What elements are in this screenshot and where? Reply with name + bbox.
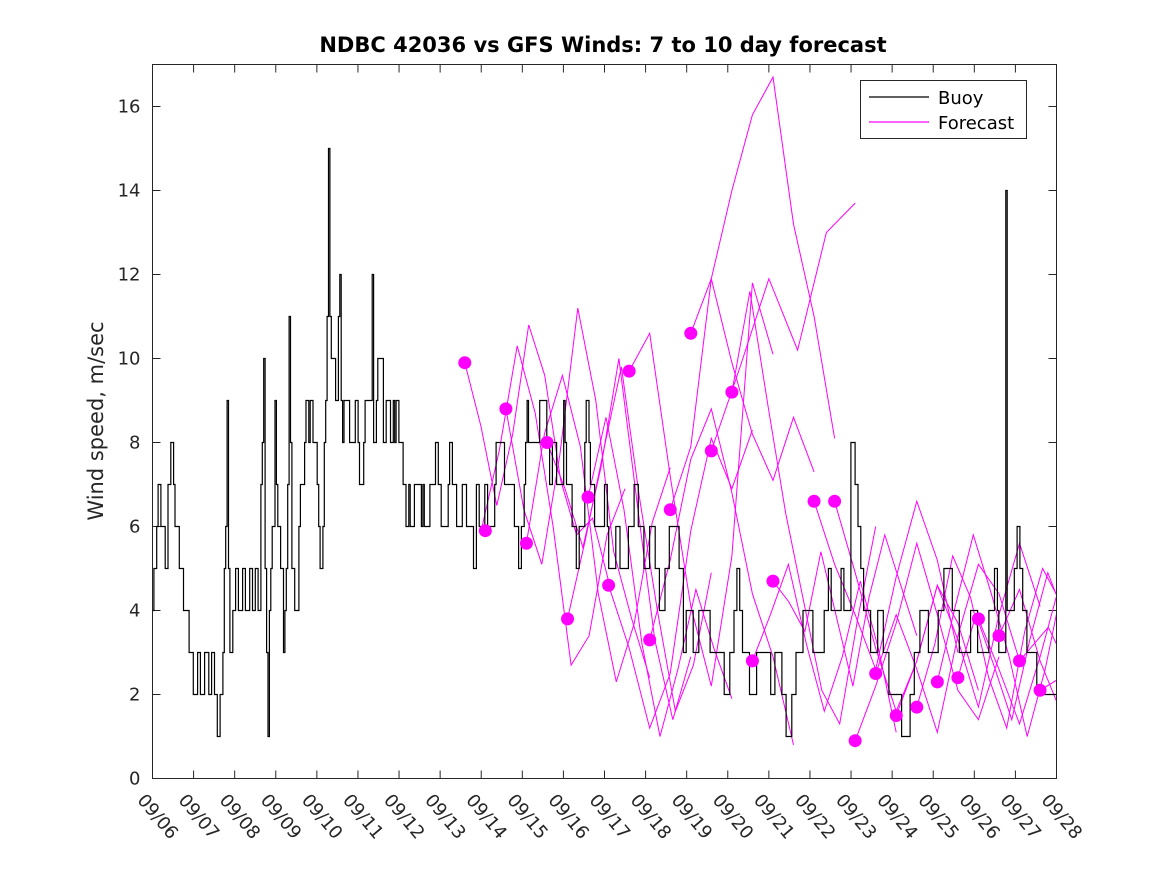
forecast-marker [643,633,657,647]
x-tick-label: 09/13 [420,790,469,843]
buoy-series-line [152,147,1057,738]
forecast-run-line [628,282,774,687]
forecast-marker [478,524,492,538]
x-tick-label: 09/21 [749,790,798,843]
forecast-run-line [936,533,1057,737]
forecast-run-line [1039,679,1057,691]
forecast-marker [930,675,944,689]
forecast-run-line [669,278,815,510]
x-tick-label: 09/16 [544,790,593,843]
x-tick-label: 09/09 [256,790,305,843]
forecast-run-line [977,594,1057,726]
y-tick-label: 6 [129,517,140,538]
y-tick-label: 4 [129,601,140,622]
x-tick-label: 09/19 [667,790,716,843]
legend-box [860,80,1027,139]
forecast-marker [499,402,513,416]
y-tick-label: 8 [129,433,140,454]
forecast-marker [704,444,718,458]
forecast-run-line [567,366,712,714]
y-tick-label: 10 [118,349,141,370]
forecast-marker [766,574,780,588]
legend-buoy-label: Buoy [938,88,984,109]
x-tick-label: 09/22 [790,790,839,843]
forecast-run-line [649,407,794,746]
forecast-marker [828,494,842,508]
forecast-marker [1013,654,1027,668]
forecast-marker [1033,683,1047,697]
forecast-marker [869,667,883,680]
forecast-marker [519,536,533,550]
x-tick-label: 09/10 [297,790,346,843]
chart-title: NDBC 42036 vs GFS Winds: 7 to 10 day for… [319,33,886,57]
forecast-run-line [505,308,651,678]
forecast-run-line [587,417,733,737]
plot-area [152,64,1057,779]
x-tick-label: 09/26 [954,790,1003,843]
forecast-run-line [480,345,626,667]
forecast-run-line [916,554,1057,731]
forecast-marker [951,671,965,685]
forecast-run-line [875,563,1020,735]
x-tick-label: 09/14 [461,790,510,843]
forecast-run-line [813,499,959,672]
forecast-marker [458,356,472,370]
x-tick-label: 09/24 [872,790,921,843]
forecast-marker [745,654,759,668]
x-tick-label: 09/18 [626,790,675,843]
forecast-run-line [525,373,671,683]
x-tick-label: 09/23 [831,790,880,843]
forecast-run-line [751,562,897,733]
forecast-marker [622,364,636,378]
legend-forecast-label: Forecast [938,113,1014,134]
forecast-marker [684,326,698,340]
x-tick-label: 09/11 [338,790,387,843]
forecast-marker [848,734,862,748]
legend: Buoy Forecast [860,80,1027,139]
y-tick-label: 14 [118,181,141,202]
forecast-run-line [772,533,918,687]
forecast-marker [540,436,554,449]
forecast-run-line [710,202,856,452]
forecast-run-line [834,501,979,713]
forecast-run-line [546,358,692,720]
x-tick-label: 09/07 [174,790,223,843]
y-tick-label: 12 [118,265,141,286]
x-tick-label: 09/27 [996,790,1045,843]
x-tick-label: 09/25 [913,790,962,843]
forecast-run-line [957,571,1057,722]
forecast-marker [889,709,903,722]
x-tick-label: 09/17 [585,790,634,843]
y-axis-label: Wind speed, m/sec [84,321,108,520]
x-tick-label: 09/15 [502,790,551,843]
y-axis-ticks: 0 2 4 6 8 10 12 14 16 [118,97,1057,790]
forecast-marker [992,629,1006,643]
forecast-marker [807,494,821,508]
forecast-run-line [1019,626,1057,662]
forecast-marker [663,503,677,517]
plot-series [152,75,1057,748]
forecast-run-line [731,291,877,726]
forecast-marker [725,385,739,399]
plot-frame [152,64,1057,779]
forecast-marker [602,578,616,592]
forecast-marker [910,700,924,714]
forecast-marker [581,490,595,504]
x-tick-label: 09/28 [1037,790,1086,843]
x-tick-label: 09/08 [215,790,264,843]
y-tick-label: 0 [129,769,140,790]
forecast-marker [561,612,575,626]
x-tick-label: 09/12 [379,790,428,843]
forecast-marker [971,612,985,626]
forecast-run-line [690,75,836,439]
x-tick-label: 09/06 [133,790,182,843]
y-tick-label: 2 [129,685,140,706]
forecast-markers [458,326,1047,748]
y-tick-label: 16 [118,97,141,118]
x-tick-label: 09/20 [708,790,757,843]
